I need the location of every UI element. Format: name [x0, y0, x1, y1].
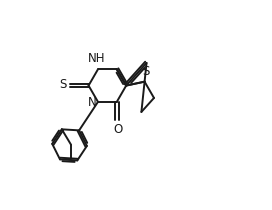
Text: O: O	[113, 123, 122, 136]
Text: NH: NH	[88, 52, 106, 65]
Text: S: S	[142, 65, 149, 78]
Text: N: N	[88, 96, 97, 109]
Text: S: S	[60, 78, 67, 91]
